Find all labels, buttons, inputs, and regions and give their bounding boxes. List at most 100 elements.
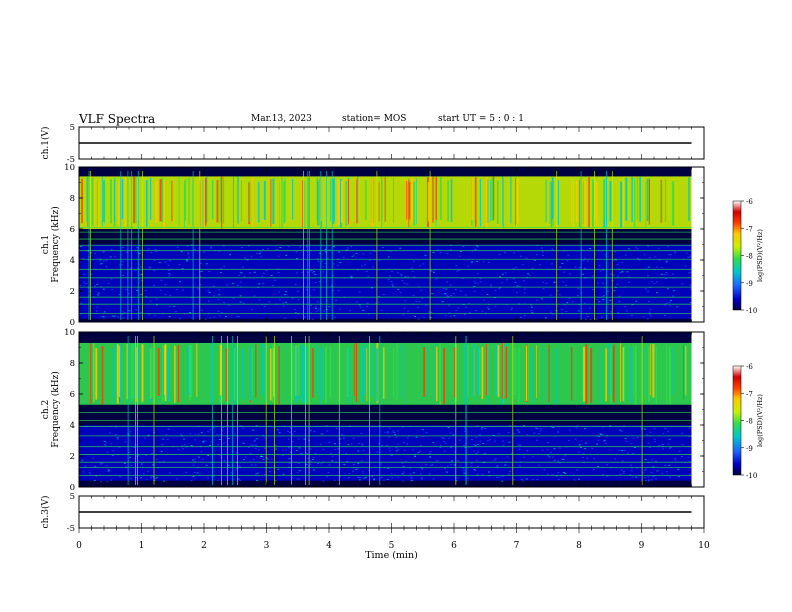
noise-speckle bbox=[556, 290, 559, 292]
noise-speckle bbox=[576, 295, 579, 297]
noise-speckle bbox=[85, 283, 88, 284]
noise-speckle bbox=[596, 282, 599, 284]
noise-speckle bbox=[358, 304, 361, 306]
noise-speckle bbox=[216, 479, 219, 481]
noise-speckle bbox=[241, 266, 244, 268]
noise-speckle bbox=[305, 246, 308, 248]
noise-speckle bbox=[454, 451, 457, 453]
noise-speckle bbox=[136, 289, 139, 291]
noise-speckle bbox=[459, 290, 462, 292]
noise-speckle bbox=[162, 460, 165, 462]
noise-speckle bbox=[348, 473, 351, 474]
noise-speckle bbox=[622, 472, 625, 474]
noise-speckle bbox=[496, 466, 499, 468]
noise-speckle bbox=[254, 464, 257, 466]
noise-speckle bbox=[648, 480, 651, 482]
noise-speckle bbox=[534, 427, 537, 429]
y-tick-label: 10 bbox=[64, 163, 75, 173]
noise-speckle bbox=[540, 428, 542, 430]
y-tick-label: 8 bbox=[70, 194, 75, 204]
noise-speckle bbox=[158, 262, 161, 264]
noise-speckle bbox=[387, 256, 390, 258]
noise-speckle bbox=[476, 245, 478, 247]
noise-speckle bbox=[153, 270, 156, 272]
noise-speckle bbox=[164, 284, 167, 286]
noise-speckle bbox=[105, 465, 108, 467]
noise-speckle bbox=[210, 246, 213, 248]
noise-speckle bbox=[552, 426, 555, 428]
noise-speckle bbox=[684, 265, 687, 267]
noise-speckle bbox=[279, 431, 281, 433]
noise-speckle bbox=[103, 317, 106, 319]
noise-speckle bbox=[88, 472, 91, 474]
noise-speckle bbox=[223, 459, 226, 461]
ch2-spectrogram-plot bbox=[79, 332, 704, 487]
noise-speckle bbox=[336, 264, 339, 266]
noise-speckle bbox=[481, 474, 484, 476]
noise-speckle bbox=[421, 477, 423, 479]
noise-speckle bbox=[446, 465, 449, 467]
noise-speckle bbox=[145, 478, 148, 480]
date-label: Mar.13, 2023 bbox=[251, 114, 312, 124]
noise-speckle bbox=[420, 289, 423, 291]
noise-speckle bbox=[183, 438, 185, 440]
noise-speckle bbox=[670, 300, 672, 302]
noise-speckle bbox=[193, 458, 196, 460]
noise-speckle bbox=[156, 477, 158, 479]
noise-speckle bbox=[412, 449, 415, 451]
noise-speckle bbox=[320, 463, 323, 465]
noise-speckle bbox=[474, 282, 477, 284]
noise-speckle bbox=[654, 256, 657, 258]
noise-speckle bbox=[323, 310, 326, 312]
noise-speckle bbox=[299, 246, 302, 248]
noise-speckle bbox=[444, 468, 447, 469]
noise-speckle bbox=[370, 287, 373, 289]
noise-speckle bbox=[609, 425, 611, 427]
noise-speckle bbox=[420, 445, 423, 447]
noise-speckle bbox=[508, 441, 511, 443]
noise-speckle bbox=[594, 253, 597, 255]
noise-speckle bbox=[333, 316, 336, 318]
noise-speckle bbox=[538, 264, 541, 266]
noise-speckle bbox=[626, 452, 629, 454]
noise-speckle bbox=[630, 314, 633, 316]
noise-speckle bbox=[397, 449, 400, 451]
noise-speckle bbox=[289, 451, 292, 453]
noise-speckle bbox=[586, 316, 589, 317]
noise-speckle bbox=[176, 478, 179, 480]
noise-speckle bbox=[257, 287, 260, 289]
noise-speckle bbox=[674, 457, 677, 459]
noise-speckle bbox=[606, 301, 609, 303]
noise-speckle bbox=[450, 445, 453, 447]
noise-speckle bbox=[648, 257, 651, 258]
noise-speckle bbox=[314, 452, 317, 454]
noise-speckle bbox=[322, 449, 325, 451]
frequency-band bbox=[79, 425, 692, 481]
noise-speckle bbox=[118, 294, 121, 295]
noise-speckle bbox=[488, 471, 490, 473]
noise-speckle bbox=[632, 453, 635, 454]
noise-speckle bbox=[121, 260, 124, 262]
noise-speckle bbox=[536, 428, 539, 430]
noise-speckle bbox=[422, 436, 425, 438]
noise-speckle bbox=[394, 434, 397, 436]
noise-speckle bbox=[375, 303, 378, 305]
noise-speckle bbox=[268, 301, 271, 303]
noise-speckle bbox=[217, 310, 220, 312]
noise-speckle bbox=[535, 439, 538, 441]
noise-speckle bbox=[476, 474, 479, 475]
noise-speckle bbox=[553, 448, 556, 450]
noise-speckle bbox=[250, 444, 253, 446]
noise-speckle bbox=[106, 451, 109, 453]
noise-speckle bbox=[186, 245, 189, 247]
station-label: station= MOS bbox=[342, 114, 407, 124]
noise-speckle bbox=[207, 431, 210, 433]
noise-speckle bbox=[595, 299, 598, 300]
noise-speckle bbox=[690, 288, 693, 290]
noise-speckle bbox=[297, 438, 300, 440]
colorbar-tick-label: -9 bbox=[746, 280, 753, 288]
noise-speckle bbox=[321, 260, 324, 262]
noise-speckle bbox=[314, 281, 317, 283]
noise-speckle bbox=[382, 479, 385, 481]
noise-speckle bbox=[155, 298, 158, 300]
